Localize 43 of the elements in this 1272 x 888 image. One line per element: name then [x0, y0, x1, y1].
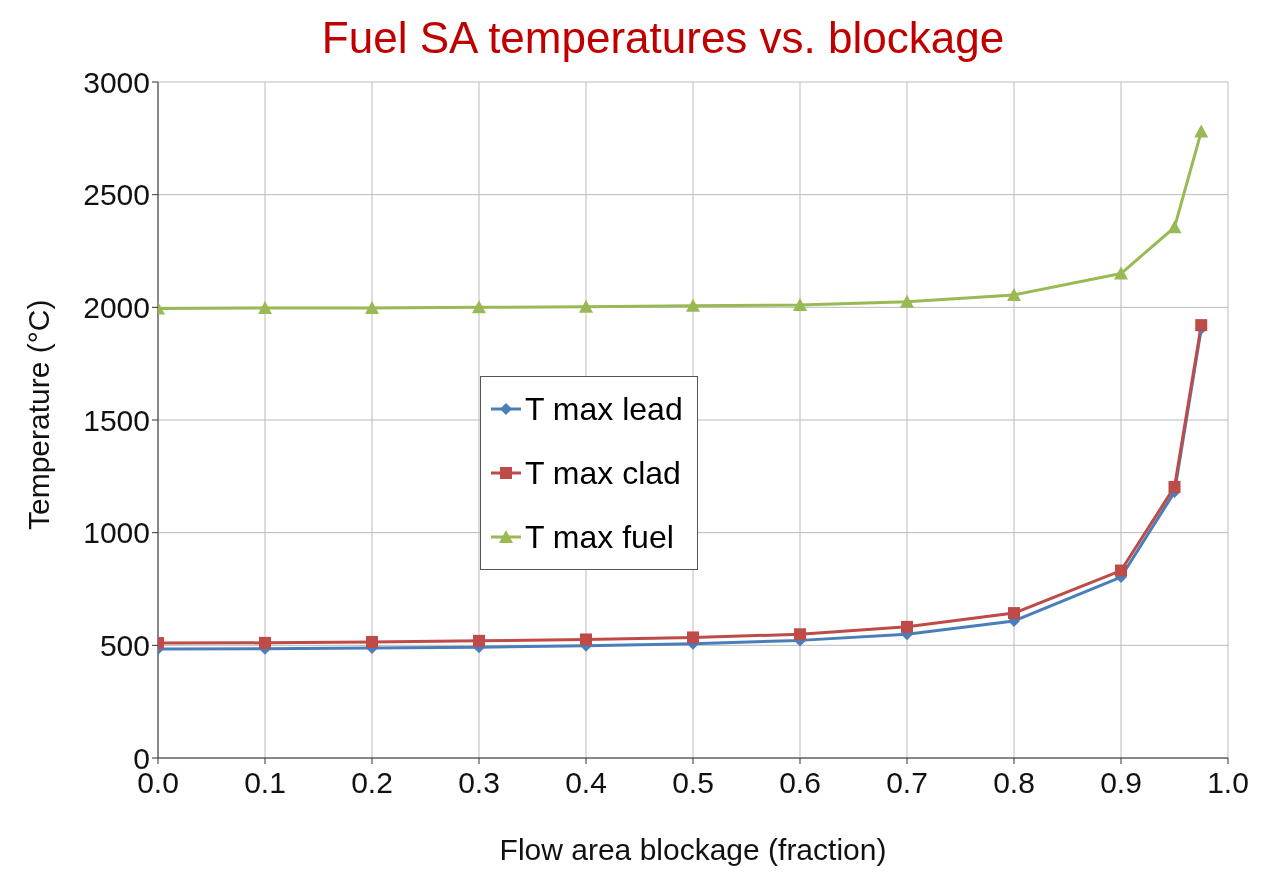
y-tick-label: 2000: [83, 290, 150, 324]
point: [472, 300, 486, 314]
point: [473, 634, 485, 647]
point: [794, 628, 806, 641]
legend-label: T max fuel: [525, 518, 674, 556]
x-tick-label: 0.5: [672, 766, 714, 800]
point: [366, 635, 378, 648]
x-axis-title: Flow area blockage (fraction): [499, 833, 887, 866]
y-axis-title: Temperature (°C): [21, 299, 55, 530]
y-tick-label: 1000: [83, 516, 150, 550]
point: [686, 298, 700, 312]
point: [793, 298, 807, 312]
point: [900, 294, 914, 308]
y-tick-label: 500: [99, 628, 150, 662]
x-tick-label: 0.4: [565, 766, 607, 800]
x-tick-label: 0.8: [993, 766, 1035, 800]
point: [580, 633, 592, 646]
x-tick-label: 0.3: [458, 766, 500, 800]
point: [1114, 266, 1128, 280]
point: [1008, 607, 1020, 620]
point: [258, 301, 272, 315]
point: [1115, 564, 1127, 577]
y-tick-label: 2500: [83, 178, 150, 212]
x-tick-label: 0.9: [1100, 766, 1142, 800]
y-tick-label: 3000: [83, 65, 150, 99]
point: [1007, 287, 1021, 301]
x-tick-label: 0.2: [351, 766, 393, 800]
point: [259, 636, 271, 649]
legend-label: T max clad: [525, 454, 681, 492]
point: [1167, 220, 1182, 234]
x-tick-label: 0.6: [779, 766, 821, 800]
point: [1168, 480, 1181, 493]
point: [579, 299, 593, 313]
y-tick-label: 1500: [83, 403, 150, 437]
point: [687, 631, 699, 644]
point: [365, 301, 379, 315]
point: [1194, 124, 1209, 138]
point: [901, 620, 913, 633]
x-tick-label: 0.7: [886, 766, 928, 800]
x-tick-label: 0.1: [244, 766, 286, 800]
chart-title: Fuel SA temperatures vs. blockage: [321, 13, 1005, 62]
legend-label: T max lead: [525, 390, 683, 428]
x-tick-label: 1.0: [1207, 766, 1249, 800]
